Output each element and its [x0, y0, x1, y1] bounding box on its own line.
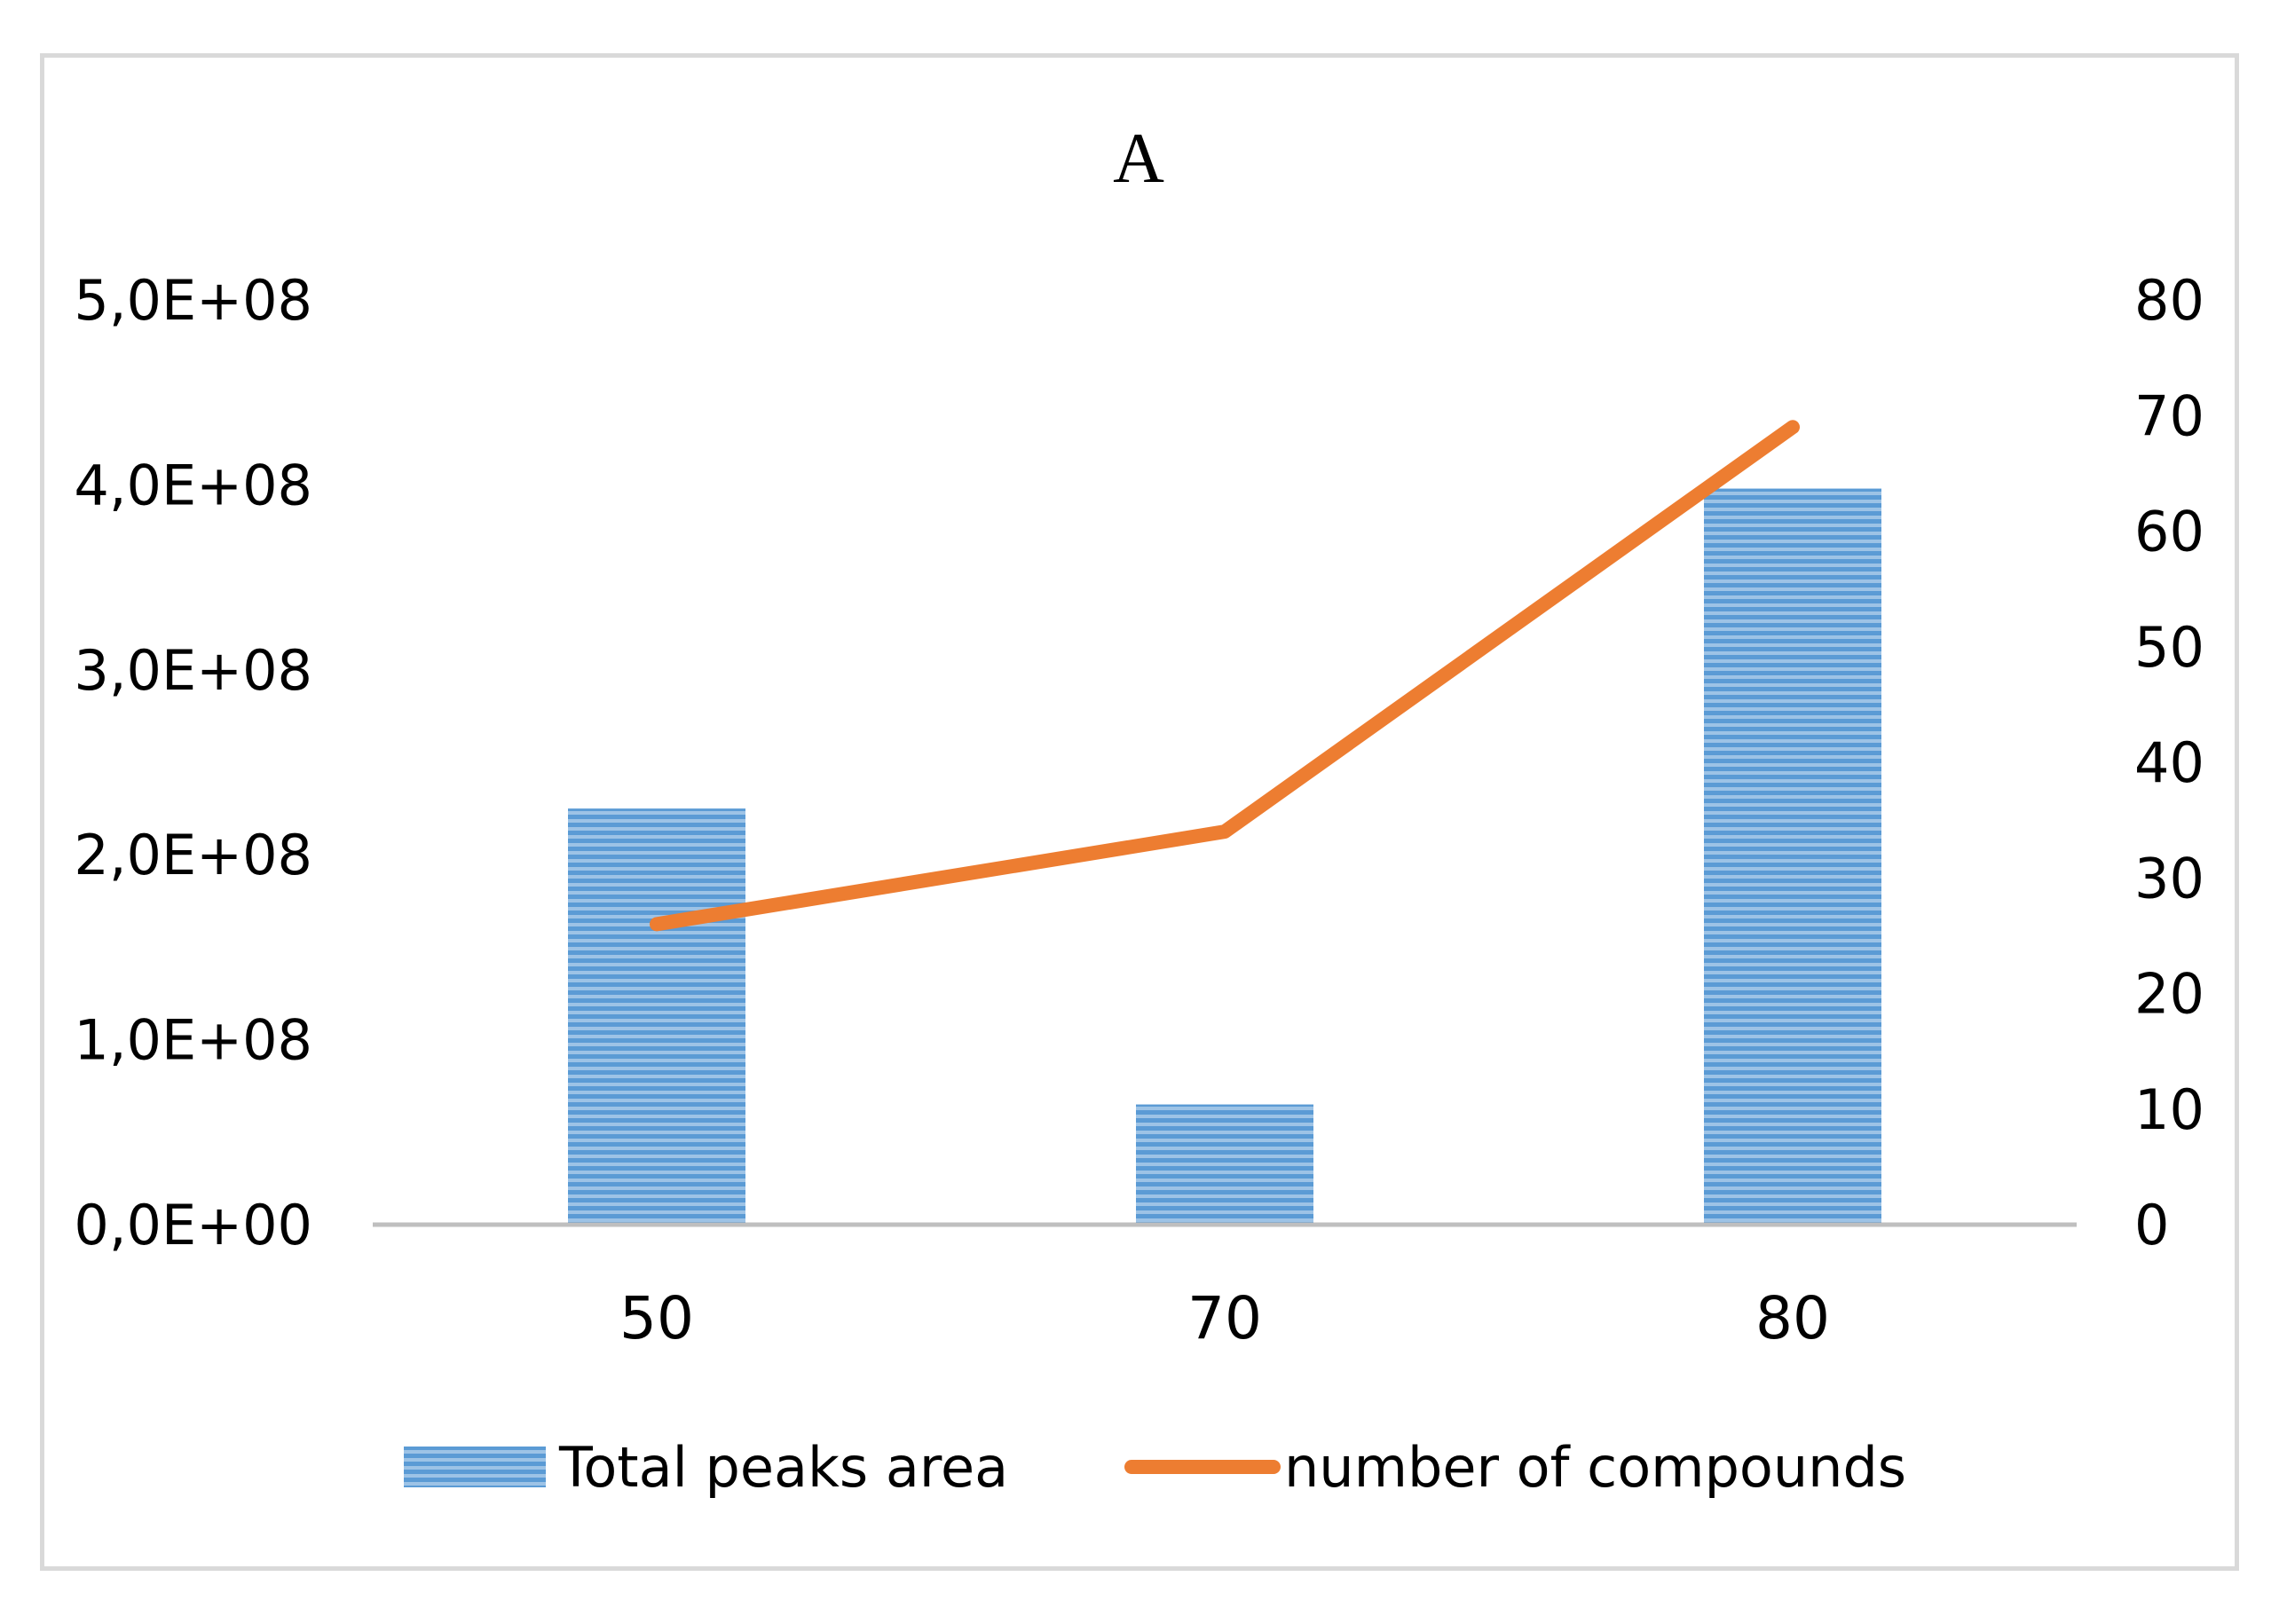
- left-tick-label: 3,0E+08: [74, 638, 312, 703]
- bar-80: [1704, 488, 1881, 1225]
- left-tick-label: 0,0E+00: [74, 1193, 312, 1257]
- legend-line-label: number of compounds: [1284, 1435, 1906, 1500]
- right-tick-label: 70: [2134, 383, 2204, 448]
- right-tick-label: 10: [2134, 1077, 2204, 1142]
- legend-bar-swatch: [404, 1447, 546, 1487]
- legend-bar-label: Total peaks area: [558, 1435, 1008, 1500]
- line-point-80: [1792, 426, 1794, 429]
- right-axis-ticks: 0 10 20 30 40 50 60 70 80: [2134, 268, 2204, 1257]
- compounds-line: [650, 420, 1800, 932]
- x-axis-ticks: 50 70 80: [619, 1284, 1830, 1352]
- right-tick-label: 20: [2134, 962, 2204, 1027]
- right-tick-label: 80: [2134, 268, 2204, 333]
- right-tick-label: 0: [2134, 1193, 2169, 1257]
- bar-70: [1136, 1104, 1313, 1225]
- x-tick-label: 70: [1187, 1284, 1262, 1352]
- right-tick-label: 60: [2134, 500, 2204, 564]
- right-tick-label: 30: [2134, 846, 2204, 911]
- left-tick-label: 4,0E+08: [74, 453, 312, 517]
- line-point-70: [1224, 831, 1226, 833]
- line-series: [650, 420, 1800, 932]
- x-tick-label: 80: [1755, 1284, 1830, 1352]
- left-tick-label: 1,0E+08: [74, 1008, 312, 1073]
- chart-title: A: [1113, 120, 1164, 198]
- right-tick-label: 40: [2134, 730, 2204, 795]
- legend: Total peaks area number of compounds: [404, 1435, 1906, 1500]
- x-tick-label: 50: [619, 1284, 694, 1352]
- left-axis-ticks: 0,0E+00 1,0E+08 2,0E+08 3,0E+08 4,0E+08 5,0E+…: [74, 268, 312, 1257]
- left-tick-label: 2,0E+08: [74, 823, 312, 887]
- left-tick-label: 5,0E+08: [74, 268, 312, 333]
- line-point-50: [656, 923, 658, 926]
- right-tick-label: 50: [2134, 615, 2204, 680]
- bar-50: [568, 808, 745, 1225]
- bar-series: [568, 488, 1881, 1225]
